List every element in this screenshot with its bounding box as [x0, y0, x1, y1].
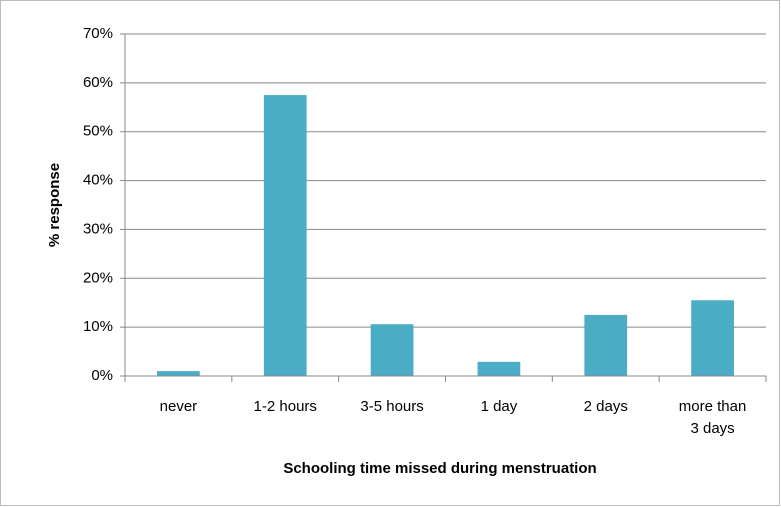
- x-tick-label: 1-2 hours: [253, 398, 317, 415]
- x-axis-title: Schooling time missed during menstruatio…: [283, 460, 596, 477]
- bar: [263, 95, 307, 377]
- bar: [477, 361, 521, 376]
- y-tick-label: 20%: [83, 269, 113, 286]
- x-tick-label: 3-5 hours: [360, 398, 424, 415]
- y-tick-label: 70%: [83, 25, 113, 42]
- x-tick-label: more than 3 days: [678, 398, 747, 437]
- y-tick-label: 60%: [83, 74, 113, 91]
- bar: [370, 324, 414, 376]
- y-tick-label: 10%: [83, 318, 113, 335]
- bar: [157, 371, 200, 376]
- y-axis-title: % response: [46, 163, 63, 247]
- x-tick-label: 1 day: [480, 398, 518, 415]
- y-tick-label: 40%: [83, 172, 113, 189]
- y-tick-label: 0%: [91, 367, 113, 384]
- bar: [584, 314, 628, 376]
- x-tick-label: 2 days: [583, 398, 628, 415]
- x-tick-label: never: [159, 398, 198, 415]
- bar: [691, 300, 734, 376]
- y-tick-label: 50%: [83, 123, 113, 140]
- y-tick-label: 30%: [83, 220, 113, 237]
